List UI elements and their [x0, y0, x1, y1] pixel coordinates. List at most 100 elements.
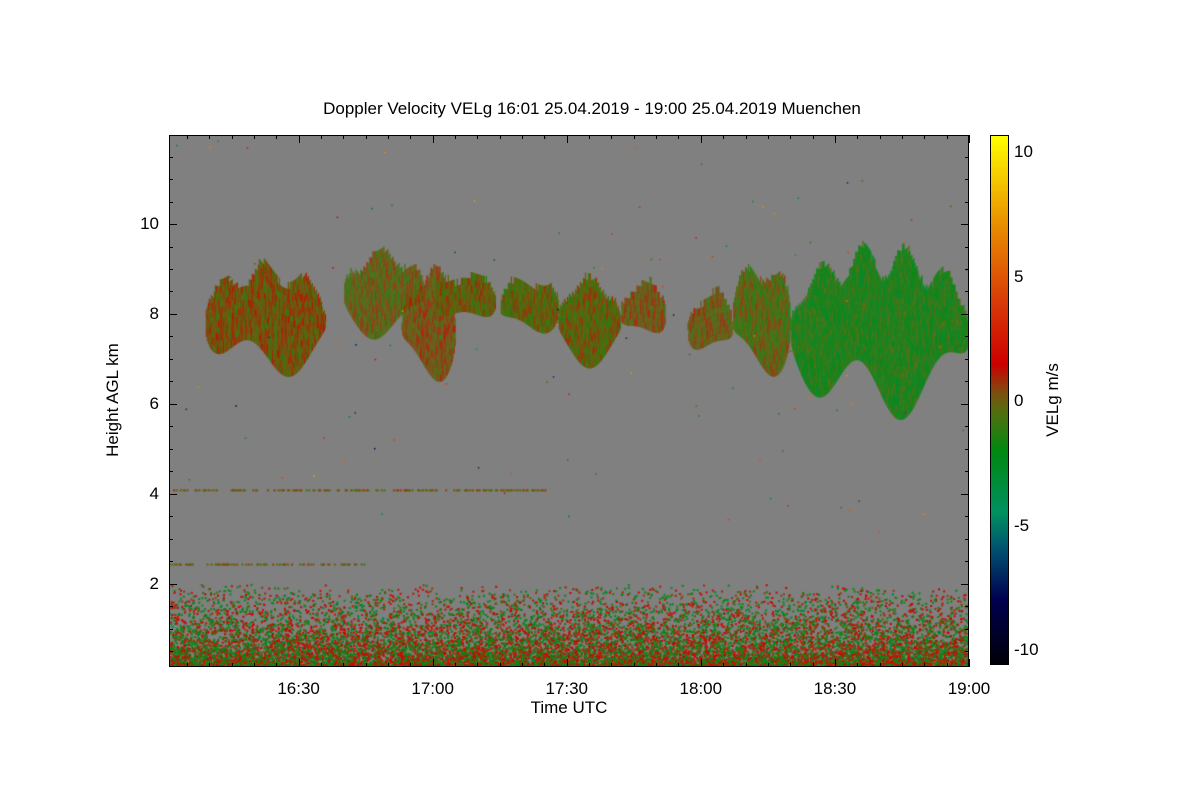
x-tick-mark-top — [566, 135, 568, 143]
y-tick-mark-right — [965, 336, 969, 338]
plot-frame — [169, 135, 969, 667]
y-tick-mark-right — [961, 224, 969, 226]
x-tick-mark-top — [767, 135, 769, 139]
x-tick-mark — [253, 663, 255, 667]
y-tick-mark — [169, 471, 173, 473]
y-tick-mark-right — [965, 156, 969, 158]
y-tick-mark-right — [965, 426, 969, 428]
x-tick-mark-top — [432, 135, 434, 143]
x-tick-label: 17:30 — [545, 679, 589, 698]
x-tick-mark-top — [276, 135, 278, 139]
x-tick-mark-top — [879, 135, 881, 139]
x-tick-mark-top — [678, 135, 680, 139]
x-tick-mark-top — [946, 135, 948, 139]
x-tick-mark-top — [298, 135, 300, 143]
y-tick-label: 4 — [149, 483, 159, 503]
y-tick-mark-right — [965, 516, 969, 518]
colorbar-tick-label: -5 — [1014, 515, 1030, 535]
x-tick-mark-top — [231, 135, 233, 139]
colorbar — [990, 135, 1009, 665]
y-tick-mark — [169, 628, 173, 630]
x-tick-mark — [410, 663, 412, 667]
x-tick-mark — [499, 663, 501, 667]
x-tick-mark-top — [834, 135, 836, 143]
x-tick-mark — [723, 663, 725, 667]
y-tick-mark — [169, 538, 173, 540]
x-tick-mark — [901, 663, 903, 667]
x-tick-mark-top — [812, 135, 814, 139]
y-tick-mark — [169, 606, 173, 608]
y-tick-mark — [169, 651, 173, 653]
x-tick-mark-top — [723, 135, 725, 139]
y-tick-mark — [169, 381, 173, 383]
y-tick-mark-right — [965, 448, 969, 450]
x-tick-mark-top — [499, 135, 501, 139]
y-tick-mark — [169, 156, 173, 158]
x-tick-mark-top — [857, 135, 859, 139]
y-tick-mark-right — [961, 313, 969, 315]
y-tick-mark-right — [965, 246, 969, 248]
x-tick-mark — [879, 663, 881, 667]
x-tick-label: 18:30 — [813, 679, 857, 698]
y-tick-label: 8 — [149, 303, 159, 323]
y-tick-mark-right — [965, 561, 969, 563]
x-tick-mark — [343, 663, 345, 667]
x-tick-mark-top — [589, 135, 591, 139]
x-tick-mark-top — [209, 135, 211, 139]
y-tick-mark — [169, 336, 173, 338]
x-tick-mark-top — [633, 135, 635, 139]
x-tick-mark — [812, 663, 814, 667]
y-tick-mark — [169, 583, 177, 585]
y-tick-mark-right — [965, 471, 969, 473]
y-tick-mark-right — [965, 201, 969, 203]
x-tick-mark-top — [656, 135, 658, 139]
x-tick-mark — [522, 663, 524, 667]
x-tick-mark-top — [410, 135, 412, 139]
x-tick-label: 18:00 — [679, 679, 723, 698]
x-tick-mark-top — [477, 135, 479, 139]
x-tick-mark — [946, 663, 948, 667]
y-tick-mark — [169, 224, 177, 226]
x-tick-mark — [745, 663, 747, 667]
x-tick-mark-top — [969, 135, 970, 143]
colorbar-label: VELg m/s — [1043, 363, 1062, 437]
y-tick-mark-right — [961, 583, 969, 585]
x-tick-mark-top — [522, 135, 524, 139]
x-axis-label: Time UTC — [530, 698, 608, 717]
x-tick-mark — [387, 663, 389, 667]
y-tick-mark — [169, 201, 173, 203]
x-tick-mark-top — [924, 135, 926, 139]
x-tick-mark — [700, 659, 702, 667]
y-tick-label: 6 — [149, 393, 159, 413]
y-tick-mark — [169, 426, 173, 428]
x-tick-mark — [656, 663, 658, 667]
x-tick-mark — [231, 663, 233, 667]
y-tick-label: 2 — [149, 573, 159, 593]
x-tick-mark — [566, 659, 568, 667]
x-tick-mark — [834, 659, 836, 667]
x-tick-mark-top — [455, 135, 457, 139]
y-tick-mark — [169, 291, 173, 293]
y-tick-mark — [169, 403, 177, 405]
x-tick-mark — [790, 663, 792, 667]
y-tick-label: 10 — [140, 214, 159, 234]
x-tick-label: 17:00 — [411, 679, 454, 698]
x-tick-mark — [298, 659, 300, 667]
x-tick-mark — [678, 663, 680, 667]
x-tick-mark-top — [901, 135, 903, 139]
velocity-heatmap — [169, 135, 969, 667]
colorbar-tick-label: 5 — [1014, 266, 1024, 286]
y-tick-mark — [169, 516, 173, 518]
y-tick-mark-right — [965, 628, 969, 630]
y-tick-mark — [169, 179, 173, 181]
x-tick-label: 19:00 — [947, 679, 991, 698]
y-tick-mark-right — [965, 358, 969, 360]
x-tick-mark-top — [611, 135, 613, 139]
x-tick-mark — [186, 663, 188, 667]
y-tick-mark — [169, 448, 173, 450]
x-tick-mark — [767, 663, 769, 667]
x-tick-mark — [432, 659, 434, 667]
y-tick-mark-right — [965, 381, 969, 383]
y-tick-mark-right — [965, 179, 969, 181]
x-tick-label: 16:30 — [277, 679, 320, 698]
